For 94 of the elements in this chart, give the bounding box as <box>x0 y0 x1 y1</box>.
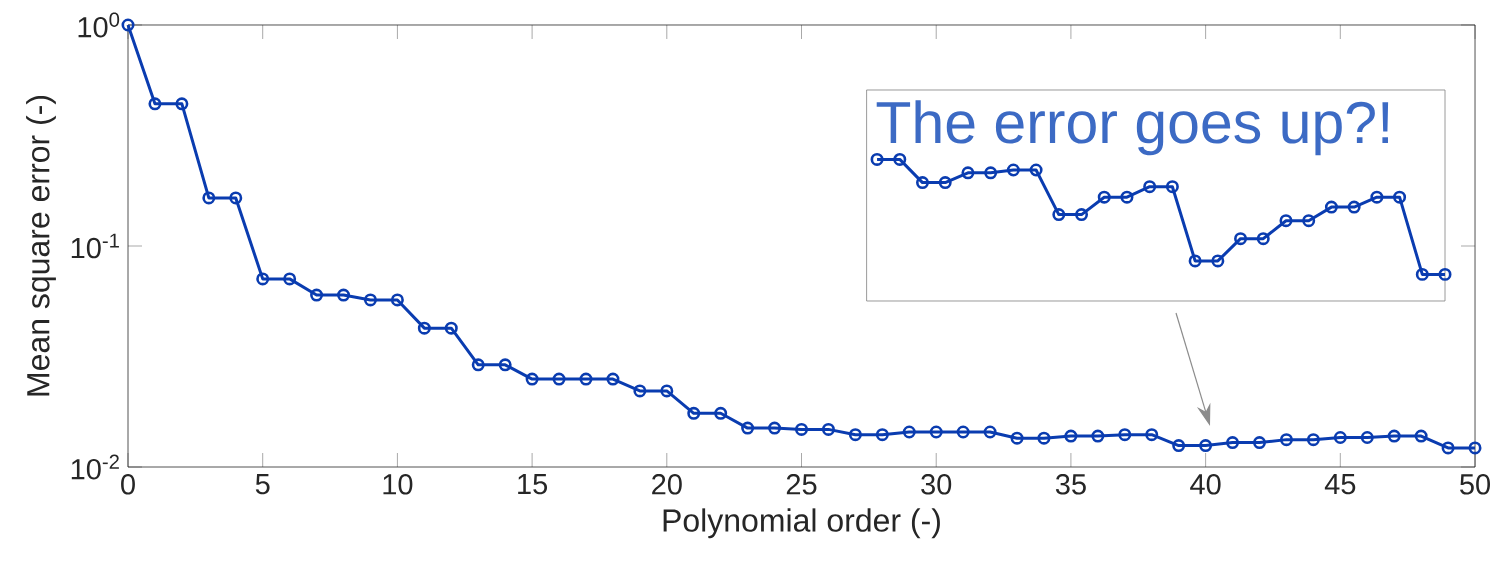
point <box>1234 232 1248 246</box>
point <box>1075 208 1089 222</box>
point <box>148 97 162 111</box>
x-tick-label: 50 <box>1460 474 1490 495</box>
point <box>1006 163 1020 177</box>
point <box>1324 200 1338 214</box>
point <box>741 421 755 435</box>
point <box>687 406 701 420</box>
point <box>1256 232 1270 246</box>
point <box>337 288 351 302</box>
point <box>984 166 998 180</box>
x-tick-label: 45 <box>1324 474 1356 495</box>
x-tick-label: 30 <box>921 474 952 495</box>
point <box>417 321 431 335</box>
point <box>256 272 270 286</box>
point <box>1143 180 1157 194</box>
point <box>870 152 884 166</box>
point <box>310 288 324 302</box>
chart-title: The error goes up?! <box>876 100 1389 156</box>
point <box>795 422 809 436</box>
point <box>444 321 458 335</box>
point <box>916 176 929 190</box>
x-tick-label: 20 <box>652 474 682 495</box>
point <box>498 358 512 372</box>
point <box>1226 436 1240 450</box>
x-tick-label: 10 <box>383 474 413 495</box>
x-axis-title: Polynomial order (-) <box>663 508 940 539</box>
point <box>1037 431 1051 445</box>
x-tick-label: 25 <box>786 474 817 495</box>
point <box>1145 428 1159 442</box>
x-tick-label: 5 <box>255 474 270 495</box>
point <box>1172 439 1186 453</box>
point <box>1360 430 1374 444</box>
point <box>1010 431 1024 445</box>
point <box>1438 267 1452 281</box>
point <box>1306 433 1320 447</box>
point <box>1387 429 1401 443</box>
point <box>1370 190 1384 204</box>
point <box>202 191 216 205</box>
point <box>1091 429 1105 443</box>
point <box>714 406 728 420</box>
point <box>1064 429 1078 443</box>
point <box>283 272 297 286</box>
point <box>552 372 566 386</box>
x-tick-label: 15 <box>518 474 548 495</box>
point <box>660 384 674 398</box>
point <box>1441 441 1455 455</box>
point <box>1029 163 1043 177</box>
point <box>121 18 135 32</box>
y-tick-label: 10$^{-2}$ <box>71 454 119 480</box>
point <box>1468 441 1482 455</box>
point <box>1252 436 1266 450</box>
y-axis-title: Mean square error (-) <box>26 96 56 396</box>
point <box>848 428 862 442</box>
point <box>1414 429 1428 443</box>
y-tick-label: 10$^{-1}$ <box>71 233 119 259</box>
point <box>1188 254 1202 268</box>
point <box>606 372 620 386</box>
point <box>1393 190 1407 204</box>
point <box>893 152 907 166</box>
point <box>525 372 539 386</box>
x-tick-label: 0 <box>121 474 135 495</box>
point <box>633 384 647 398</box>
point <box>390 293 404 307</box>
point <box>579 372 593 386</box>
x-tick-label: 40 <box>1190 474 1221 495</box>
point <box>229 191 243 205</box>
point <box>1279 433 1293 447</box>
point <box>875 428 889 442</box>
point <box>983 425 997 439</box>
point <box>363 293 377 307</box>
point <box>1279 214 1293 228</box>
point <box>929 425 943 439</box>
point <box>1120 190 1134 204</box>
point <box>1333 430 1347 444</box>
point <box>821 422 835 436</box>
point <box>1052 208 1066 222</box>
point <box>471 358 485 372</box>
point <box>956 425 970 439</box>
point <box>938 176 952 190</box>
point <box>902 425 916 439</box>
point <box>1211 254 1225 268</box>
x-tick-label: 35 <box>1055 474 1086 495</box>
point <box>1097 190 1111 204</box>
point <box>961 166 975 180</box>
point <box>175 97 189 111</box>
point <box>1415 267 1429 281</box>
point <box>1199 439 1213 453</box>
point <box>768 421 782 435</box>
point <box>1302 214 1316 228</box>
y-tick-label: 10$^{0}$ <box>78 12 120 38</box>
point <box>1165 180 1179 194</box>
point <box>1118 428 1132 442</box>
point <box>1347 200 1361 214</box>
